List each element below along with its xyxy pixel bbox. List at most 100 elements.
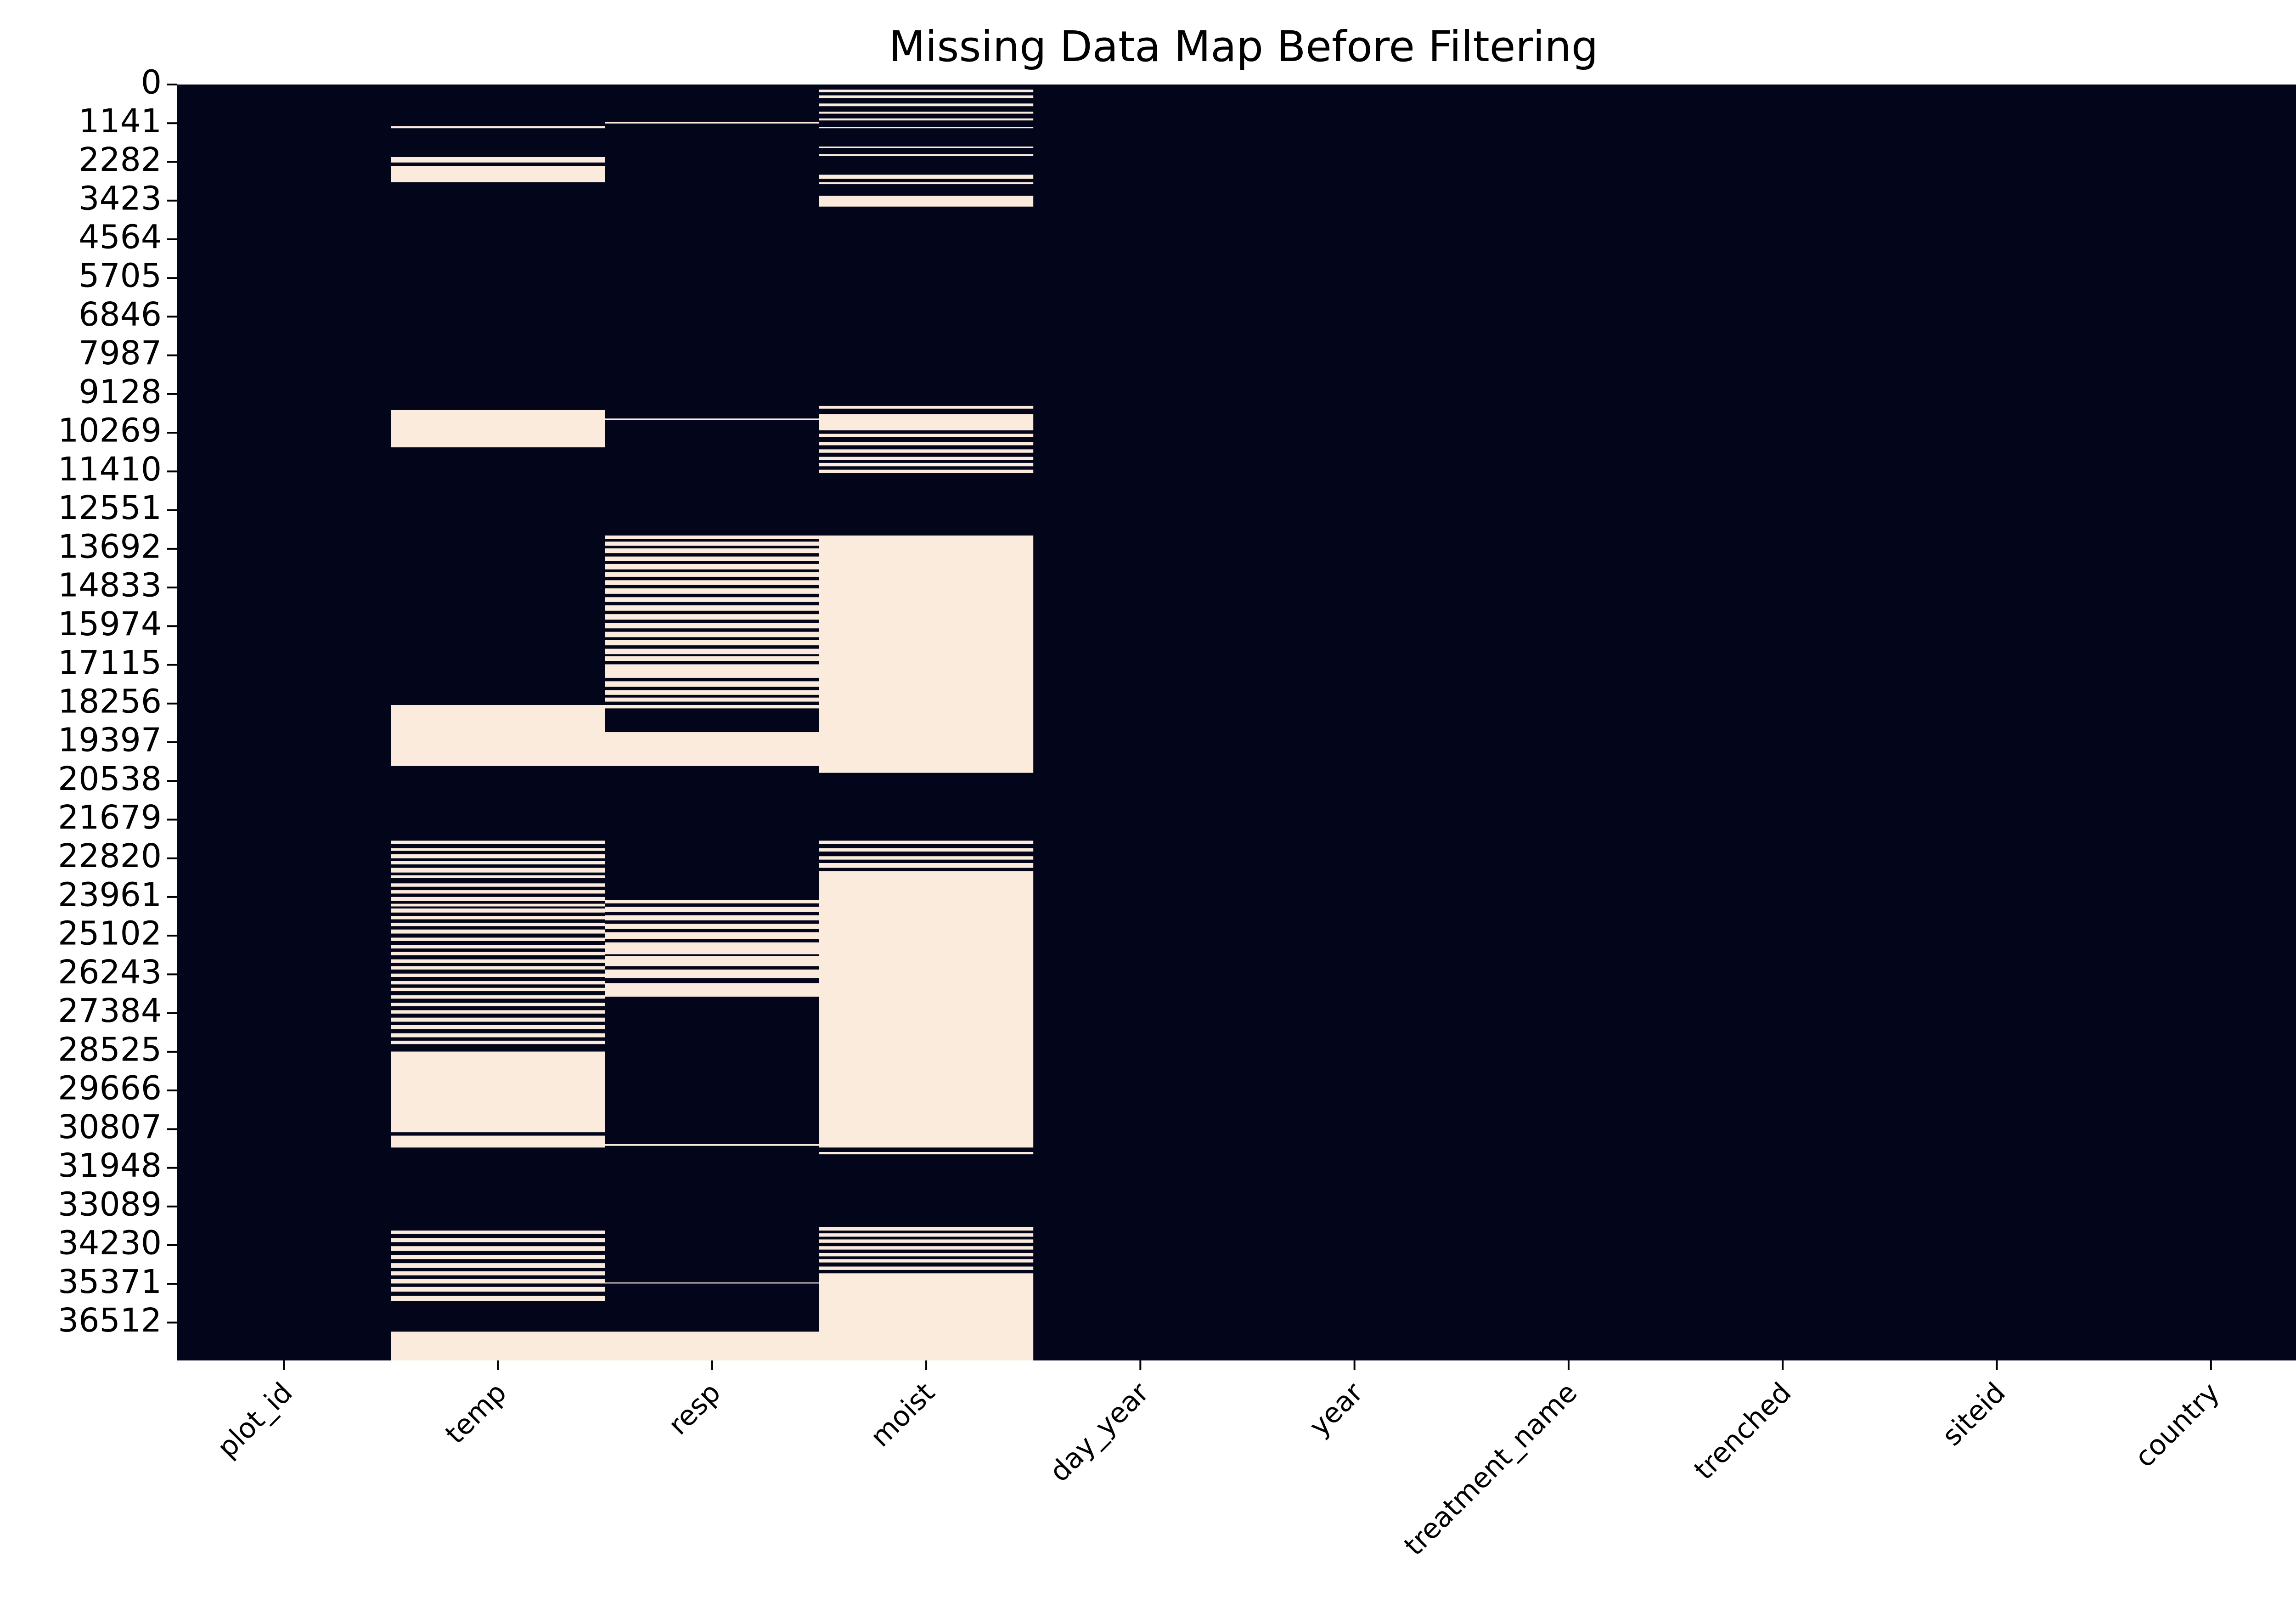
missing-band-moist xyxy=(819,95,1034,98)
missing-band-resp xyxy=(605,932,820,939)
missing-band-moist xyxy=(819,175,1034,179)
missing-band-resp xyxy=(605,664,820,678)
missing-band-temp xyxy=(391,1017,606,1022)
missing-band-temp xyxy=(391,1025,606,1029)
x-tick-label-resp: resp xyxy=(662,1377,727,1441)
missing-band-resp xyxy=(605,732,820,766)
missing-band-temp xyxy=(391,890,606,894)
heatmap-column-country xyxy=(2104,85,2296,1360)
y-tick-label: 3423 xyxy=(79,179,162,217)
missing-band-moist xyxy=(819,127,1034,129)
heatmap-column-year xyxy=(1247,85,1462,1360)
missing-band-resp xyxy=(605,556,820,561)
y-tick-label: 13692 xyxy=(58,527,162,565)
missing-band-resp xyxy=(605,942,820,954)
missing-band-resp xyxy=(605,572,820,577)
missing-band-moist xyxy=(819,871,1034,1148)
missing-band-temp xyxy=(391,945,606,949)
x-tick-label-temp: temp xyxy=(439,1377,513,1450)
heatmap-column-resp xyxy=(605,85,820,1360)
missing-band-temp xyxy=(391,705,606,766)
missing-band-moist xyxy=(819,1259,1034,1263)
missing-band-temp xyxy=(391,166,606,182)
missing-band-temp xyxy=(391,922,606,926)
missing-band-resp xyxy=(605,597,820,602)
missing-band-temp xyxy=(391,875,606,878)
missing-band-resp xyxy=(605,705,820,709)
missing-band-moist xyxy=(819,1246,1034,1250)
missing-band-resp xyxy=(605,649,820,655)
y-tick-label: 6846 xyxy=(79,295,162,333)
missing-band-moist xyxy=(819,147,1034,148)
y-tick-label: 35371 xyxy=(58,1263,162,1301)
missing-band-resp xyxy=(605,1144,820,1146)
missing-band-resp xyxy=(605,915,820,920)
missing-band-moist xyxy=(819,856,1034,860)
missing-band-moist xyxy=(819,1227,1034,1231)
x-tick-label-country: country xyxy=(2128,1377,2226,1474)
missing-band-temp xyxy=(391,157,606,163)
missing-band-moist xyxy=(819,1233,1034,1237)
y-tick-label: 9128 xyxy=(79,372,162,411)
x-tick-label-siteid: siteid xyxy=(1936,1377,2012,1452)
heatmap-column-siteid xyxy=(1890,85,2105,1360)
missing-band-resp xyxy=(605,956,820,966)
missing-band-temp xyxy=(391,1238,606,1242)
missing-band-temp xyxy=(391,981,606,985)
missing-band-temp xyxy=(391,126,606,129)
missing-band-resp xyxy=(605,1282,820,1284)
missing-band-moist xyxy=(819,469,1034,474)
missing-band-resp xyxy=(605,640,820,646)
missing-band-temp xyxy=(391,929,606,934)
missing-band-resp xyxy=(605,418,820,420)
missing-band-resp xyxy=(605,969,820,978)
missing-band-moist xyxy=(819,1253,1034,1257)
missing-band-resp xyxy=(605,697,820,702)
missing-band-temp xyxy=(391,952,606,955)
missing-band-temp xyxy=(391,1295,606,1301)
missing-band-resp xyxy=(605,580,820,585)
x-tick-label-plot_id: plot_id xyxy=(211,1377,299,1464)
missing-band-resp xyxy=(605,605,820,611)
missing-band-temp xyxy=(391,1332,606,1360)
heatmap-column-treatment_name xyxy=(1461,85,1676,1360)
missing-band-moist xyxy=(819,414,1034,431)
x-tick-label-trenched: trenched xyxy=(1688,1377,1798,1486)
x-axis: plot_id temp resp moist day_year year treatmen… xyxy=(211,1360,2226,1562)
missing-band-temp xyxy=(391,973,606,977)
missing-band-resp xyxy=(605,548,820,553)
y-tick-label: 28525 xyxy=(58,1030,162,1068)
missing-band-moist xyxy=(819,182,1034,185)
plot-area xyxy=(177,85,2296,1360)
missing-band-temp xyxy=(391,995,606,999)
missing-band-temp xyxy=(391,861,606,864)
missing-band-moist xyxy=(819,406,1034,409)
x-tick-label-day_year: day_year xyxy=(1043,1377,1155,1489)
missing-band-temp xyxy=(391,1040,606,1044)
y-tick-label: 30807 xyxy=(58,1108,162,1146)
missing-band-resp xyxy=(605,900,820,903)
missing-band-temp xyxy=(391,916,606,920)
y-tick-label: 19397 xyxy=(58,721,162,759)
missing-band-moist xyxy=(819,154,1034,156)
missing-band-moist xyxy=(819,103,1034,107)
y-tick-label: 26243 xyxy=(58,953,162,991)
missing-band-temp xyxy=(391,1279,606,1284)
y-tick-label: 14833 xyxy=(58,566,162,604)
missing-band-moist xyxy=(819,118,1034,121)
missing-band-resp xyxy=(605,588,820,594)
missing-band-temp xyxy=(391,1230,606,1234)
y-axis: 0114122823423456457056846798791281026911… xyxy=(58,63,177,1339)
missing-band-resp xyxy=(605,535,820,539)
y-tick-label: 10269 xyxy=(58,412,162,450)
heatmap-column-day_year xyxy=(1033,85,1248,1360)
missing-band-temp xyxy=(391,1263,606,1268)
y-tick-label: 21679 xyxy=(58,798,162,836)
y-tick-label: 34230 xyxy=(58,1224,162,1262)
missing-band-moist xyxy=(819,434,1034,437)
missing-band-moist xyxy=(819,1266,1034,1270)
y-tick-label: 22820 xyxy=(58,837,162,875)
missing-band-temp xyxy=(391,1051,606,1133)
missing-band-resp xyxy=(605,614,820,620)
